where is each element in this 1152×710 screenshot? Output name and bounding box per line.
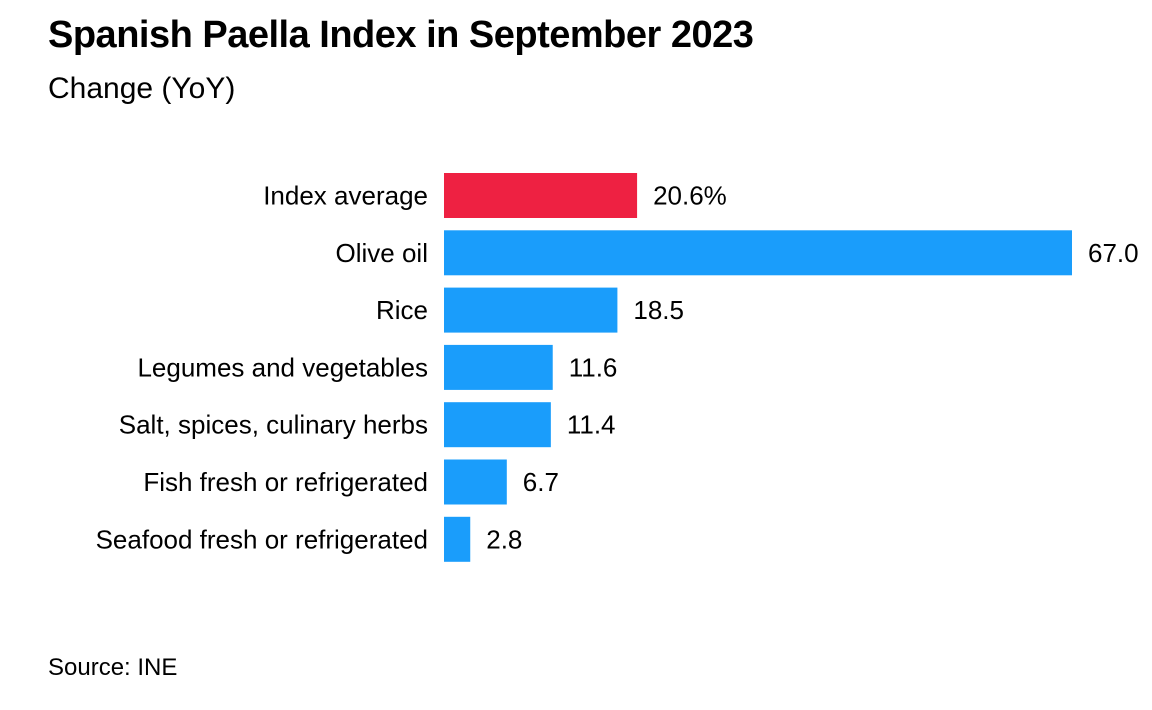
value-label-4: 11.4 [567,410,616,440]
value-label-5: 6.7 [523,467,559,497]
bars [444,173,1072,562]
category-label-4: Salt, spices, culinary herbs [119,410,428,440]
bar-3 [444,344,553,390]
value-label-6: 2.8 [486,524,522,554]
category-label-5: Fish fresh or refrigerated [143,467,428,497]
category-label-1: Olive oil [336,238,428,268]
category-label-6: Seafood fresh or refrigerated [96,524,428,554]
chart-subtitle: Change (YoY) [48,72,236,105]
value-label-1: 67.0 [1088,238,1139,268]
bar-6 [444,516,471,562]
category-label-2: Rice [376,295,428,325]
bar-1 [444,230,1072,276]
value-labels: 20.6% 67.0 18.5 11.6 11.4 6.72.8 [486,181,1138,555]
bar-5 [444,459,507,505]
bar-4 [444,402,551,448]
value-label-2: 18.5 [633,295,684,325]
bar-2 [444,287,618,333]
source-note: Source: INE [48,654,178,681]
category-label-0: Index average [263,181,428,211]
bar-0 [444,173,638,218]
value-label-3: 11.6 [569,352,618,382]
category-labels: Index average Olive oil Rice Legumes and ve… [96,181,428,555]
value-label-0: 20.6% [653,181,727,211]
chart-title: Spanish Paella Index in September 2023 [48,14,754,56]
category-label-3: Legumes and vegetables [137,352,428,382]
